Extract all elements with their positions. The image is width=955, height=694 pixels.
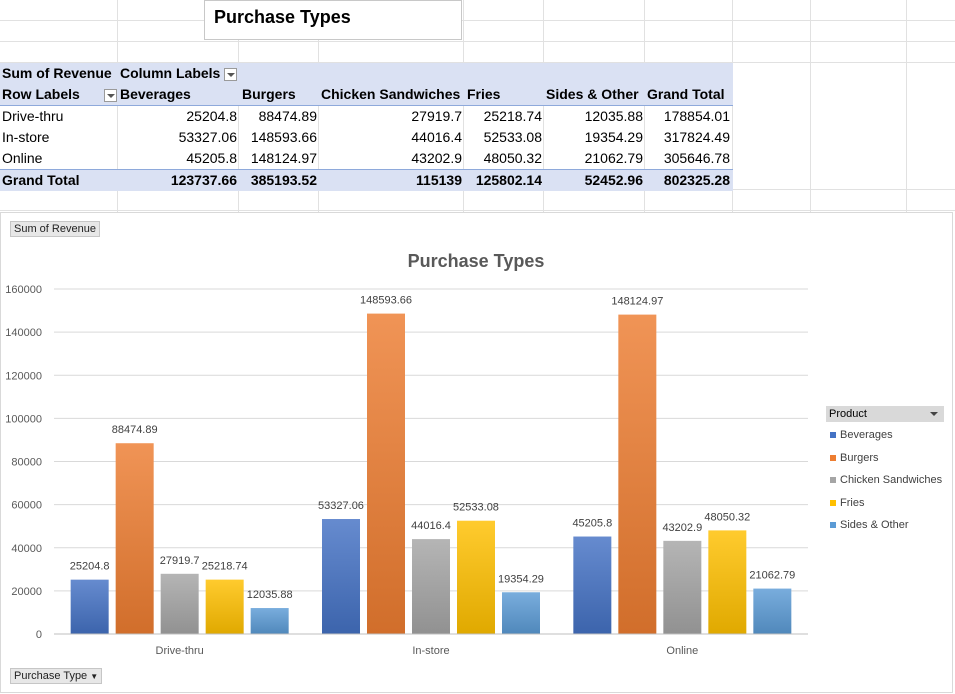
legend-swatch [830, 499, 836, 506]
legend-item[interactable]: Sides & Other [826, 514, 944, 537]
legend-title: Product [829, 408, 867, 420]
column-labels-header[interactable]: Column Labels [120, 65, 238, 81]
legend-item[interactable]: Chicken Sandwiches [826, 469, 944, 492]
table-cell[interactable]: 27919.7 [411, 108, 462, 124]
legend-swatch [830, 522, 836, 529]
table-cell[interactable]: 385193.52 [250, 172, 317, 188]
pivot-corner: Sum of Revenue [2, 65, 112, 81]
legend-dropdown-icon[interactable] [930, 412, 938, 416]
legend-label: Sides & Other [840, 519, 909, 531]
table-cell[interactable]: 52452.96 [584, 172, 643, 188]
table-cell[interactable]: 305646.78 [663, 150, 730, 166]
column-header[interactable]: Sides & Other [546, 86, 639, 102]
legend-item[interactable]: Beverages [826, 424, 944, 447]
table-cell[interactable]: 123737.66 [170, 172, 237, 188]
table-cell[interactable]: 25204.8 [186, 108, 237, 124]
column-header[interactable]: Fries [467, 86, 501, 102]
axis-field-dropdown-icon[interactable]: ▼ [90, 672, 99, 681]
column-header[interactable]: Grand Total [647, 86, 725, 102]
row-label[interactable]: Drive-thru [2, 108, 64, 124]
pivot-column-row: Row Labels Beverages Burgers Chicken San… [0, 84, 733, 106]
axis-field-button[interactable]: Purchase Type ▼ [10, 668, 103, 684]
table-cell[interactable]: 25218.74 [483, 108, 542, 124]
grand-total-label[interactable]: Grand Total [2, 172, 80, 188]
column-header[interactable]: Burgers [242, 86, 296, 102]
column-header[interactable]: Chicken Sandwiches [321, 86, 461, 102]
legend-item[interactable]: Fries [826, 492, 944, 515]
table-cell[interactable]: 148593.66 [250, 129, 317, 145]
table-row: In-store 53327.06 148593.66 44016.4 5253… [0, 127, 733, 148]
column-labels-text: Column Labels [120, 65, 221, 81]
table-cell[interactable]: 48050.32 [483, 150, 542, 166]
legend-item[interactable]: Burgers [826, 447, 944, 470]
legend-label: Fries [840, 496, 865, 509]
table-cell[interactable]: 19354.29 [584, 129, 643, 145]
table-row: Online 45205.8 148124.97 43202.9 48050.3… [0, 148, 733, 169]
pivot-chart[interactable]: Sum of Revenue Purchase Type ▼ [0, 212, 953, 693]
row-filter-dropdown-icon[interactable] [103, 88, 117, 102]
axis-field-label: Purchase Type [14, 670, 88, 682]
values-field-button[interactable]: Sum of Revenue [10, 221, 100, 237]
table-cell[interactable]: 125802.14 [475, 172, 542, 188]
title-text: Purchase Types [214, 7, 351, 27]
table-cell[interactable]: 178854.01 [663, 108, 730, 124]
table-cell[interactable]: 45205.8 [186, 150, 237, 166]
row-label[interactable]: Online [2, 150, 43, 166]
table-cell[interactable]: 21062.79 [584, 150, 643, 166]
legend-swatch [830, 454, 836, 461]
legend-label: Beverages [840, 429, 893, 441]
legend-swatch [830, 432, 836, 439]
table-cell[interactable]: 53327.06 [178, 129, 237, 145]
table-cell[interactable]: 88474.89 [258, 108, 317, 124]
legend-label: Chicken Sandwiches [840, 474, 943, 486]
row-label[interactable]: In-store [2, 129, 50, 145]
legend-label: Burgers [840, 451, 879, 464]
table-cell[interactable]: 43202.9 [411, 150, 462, 166]
pivot-header-row: Sum of Revenue Column Labels [0, 63, 733, 84]
table-cell[interactable]: 44016.4 [411, 129, 462, 145]
column-filter-dropdown-icon[interactable] [224, 67, 238, 81]
pivot-table: Sum of Revenue Column Labels Row Labels … [0, 63, 733, 191]
table-cell[interactable]: 115139 [416, 172, 462, 188]
row-labels-header[interactable]: Row Labels [2, 86, 117, 102]
table-cell[interactable]: 12035.88 [584, 108, 643, 124]
column-header[interactable]: Beverages [120, 86, 191, 102]
row-labels-text: Row Labels [2, 86, 80, 102]
table-cell[interactable]: 317824.49 [663, 129, 730, 145]
chart-legend[interactable]: Product Beverages Burgers Chicken Sandwich… [826, 406, 944, 537]
legend-field-button[interactable]: Product [826, 406, 944, 422]
table-cell[interactable]: 148124.97 [250, 150, 317, 166]
table-cell[interactable]: 52533.08 [483, 129, 542, 145]
grand-total-row: Grand Total 123737.66 385193.52 115139 1… [0, 169, 733, 191]
title-text-box[interactable]: Purchase Types [204, 0, 462, 40]
table-row: Drive-thru 25204.8 88474.89 27919.7 2521… [0, 106, 733, 127]
legend-swatch [830, 477, 836, 484]
table-cell[interactable]: 802325.28 [663, 172, 730, 188]
